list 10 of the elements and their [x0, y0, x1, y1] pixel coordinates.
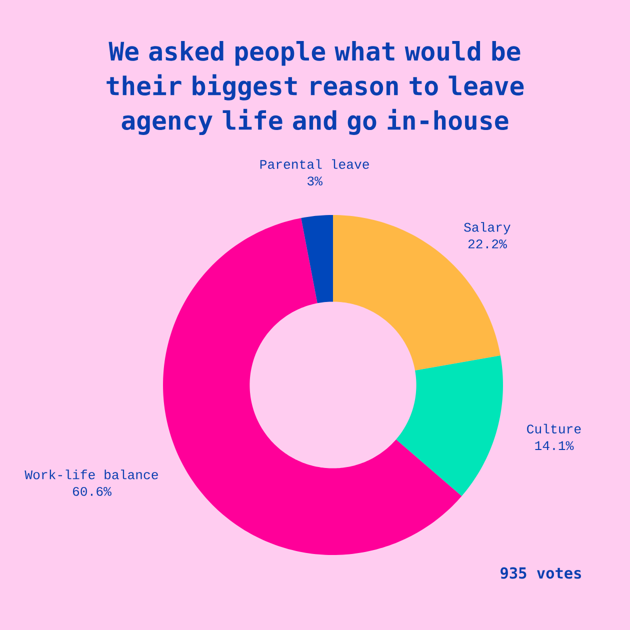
data-label: 3% [308, 176, 322, 186]
data-label: 14.1% [535, 441, 574, 450]
slice-label: Parental leave [260, 159, 369, 169]
chart-title: We asked people what would be their biggest reason to leave agency life and go in-house [106, 41, 524, 135]
slice-label: Culture [527, 424, 581, 434]
slice-label: Salary [464, 222, 510, 234]
data-label: 60.6% [72, 486, 112, 496]
slice-label: Work-life balance [24, 470, 158, 480]
data-label: 22.2% [468, 239, 507, 248]
text: 935 votes [500, 567, 581, 579]
